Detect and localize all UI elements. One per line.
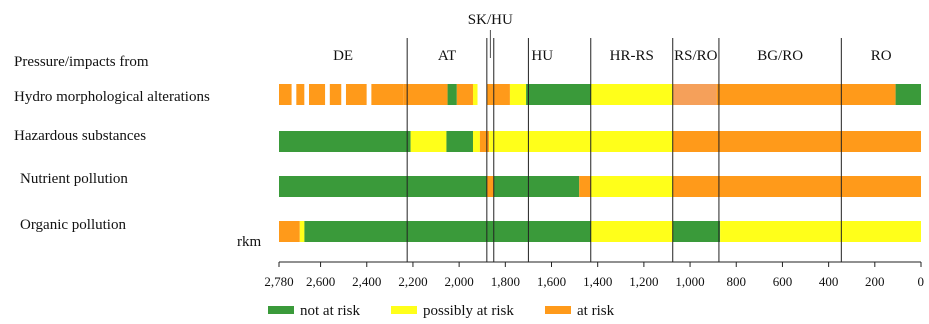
legend-swatch-not-at-risk [268, 306, 294, 314]
bar-segments [279, 84, 921, 242]
x-tick-label-10: 1,000 [675, 274, 704, 289]
region-label-sk-hu: SK/HU [468, 12, 513, 28]
x-tick-label-5: 2,000 [445, 274, 474, 289]
x-tick-label-8: 1,400 [583, 274, 612, 289]
category-labels: Hydro morphological alterations Hazardous… [14, 89, 210, 233]
bar-segment-1-17 [486, 84, 510, 105]
axis-unit-label: rkm [237, 234, 261, 250]
x-tick-label-12: 600 [773, 274, 793, 289]
bar-segment-2-2 [410, 131, 447, 152]
bar-segment-1-18 [509, 84, 527, 105]
x-tick-label-9: 1,200 [629, 274, 658, 289]
bar-segment-2-6 [489, 131, 673, 152]
bar-segment-1-8 [341, 84, 346, 105]
bar-segment-3-5 [590, 176, 673, 197]
bar-segment-1-21 [672, 84, 717, 105]
bar-segment-2-3 [446, 131, 473, 152]
bar-segment-3-6 [672, 176, 921, 197]
category-label-2: Hazardous substances [14, 128, 146, 144]
bar-segment-3-1 [279, 176, 487, 197]
x-tick-label-2: 2,600 [306, 274, 335, 289]
bar-segment-1-2 [291, 84, 297, 105]
legend-label-at-risk: at risk [577, 303, 615, 319]
region-label-hu: HU [531, 48, 553, 64]
bar-segment-1-6 [325, 84, 330, 105]
bar-segment-3-4 [579, 176, 591, 197]
bar-segment-1-23 [895, 84, 921, 105]
bar-segment-4-6 [720, 221, 921, 242]
bar-segment-4-3 [304, 221, 591, 242]
bar-segment-4-4 [590, 221, 673, 242]
bar-segment-1-15 [472, 84, 478, 105]
category-label-4: Organic pollution [20, 217, 126, 233]
region-label-rs-ro: RS/RO [674, 48, 718, 64]
region-label-hr-rs: HR-RS [610, 48, 654, 64]
x-tick-label-1: 2,780 [264, 274, 293, 289]
bar-segment-1-16 [477, 84, 487, 105]
region-label-de: DE [333, 48, 353, 64]
bar-segment-1-1 [279, 84, 292, 105]
bar-segment-1-10 [366, 84, 372, 105]
bar-segment-4-1 [279, 221, 300, 242]
bar-segment-1-19 [526, 84, 591, 105]
category-label-1: Hydro morphological alterations [14, 89, 210, 105]
x-tick-label-15: 0 [918, 274, 925, 289]
region-boundaries [406, 38, 842, 262]
bar-segment-2-5 [479, 131, 490, 152]
bar-segment-1-11 [371, 84, 404, 105]
bar-segment-4-5 [672, 221, 721, 242]
bar-segment-1-13 [447, 84, 457, 105]
bar-segment-2-4 [472, 131, 480, 152]
bar-segment-4-2 [299, 221, 305, 242]
bar-segment-2-7 [672, 131, 921, 152]
bar-segment-1-9 [345, 84, 367, 105]
x-tick-label-11: 800 [727, 274, 747, 289]
legend-swatch-at-risk [545, 306, 571, 314]
region-label-at: AT [438, 48, 456, 64]
x-tick-label-4: 2,200 [398, 274, 427, 289]
legend-label-not-at-risk: not at risk [300, 303, 360, 319]
bar-segment-1-12 [403, 84, 448, 105]
x-tick-label-13: 400 [819, 274, 839, 289]
bar-segment-1-22 [716, 84, 896, 105]
legend-swatch-possibly-at-risk [391, 306, 417, 314]
region-label-bg-ro: BG/RO [757, 48, 803, 64]
bar-segment-1-3 [296, 84, 305, 105]
bar-segment-1-20 [590, 84, 673, 105]
legend: not at risk possibly at risk at risk [268, 303, 615, 319]
x-tick-label-3: 2,400 [352, 274, 381, 289]
bar-segment-1-4 [304, 84, 310, 105]
bar-segment-1-14 [456, 84, 473, 105]
bar-segment-2-1 [279, 131, 411, 152]
x-tick-label-7: 1,600 [537, 274, 566, 289]
category-label-3: Nutrient pollution [20, 171, 128, 187]
bar-segment-1-7 [329, 84, 342, 105]
x-tick-label-6: 1,800 [491, 274, 520, 289]
x-tick-label-14: 200 [865, 274, 885, 289]
region-label-ro: RO [871, 48, 892, 64]
header-label: Pressure/impacts from [14, 54, 149, 70]
legend-label-possibly-at-risk: possibly at risk [423, 303, 514, 319]
bar-segment-3-3 [493, 176, 580, 197]
bar-segment-1-5 [309, 84, 326, 105]
region-labels: DE AT SK/HU HU HR-RS RS/RO BG/RO RO [333, 12, 892, 64]
x-axis: 2,780 2,600 2,400 2,200 2,000 1,800 1,600 1,400… [264, 261, 925, 289]
bar-segment-3-2 [486, 176, 494, 197]
